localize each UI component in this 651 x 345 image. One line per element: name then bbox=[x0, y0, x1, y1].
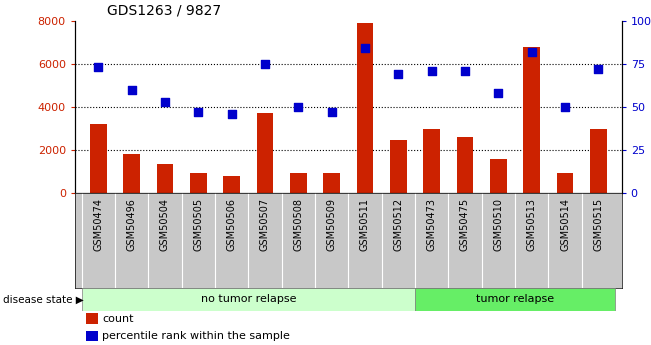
Text: GSM50514: GSM50514 bbox=[560, 198, 570, 251]
Bar bbox=[86, 331, 98, 342]
Bar bbox=[86, 313, 98, 324]
Text: GSM50504: GSM50504 bbox=[160, 198, 170, 251]
Bar bbox=[357, 23, 373, 193]
Bar bbox=[415, 288, 615, 310]
Text: count: count bbox=[102, 314, 133, 324]
Point bbox=[126, 87, 137, 92]
Text: GSM50512: GSM50512 bbox=[393, 198, 404, 251]
Point bbox=[193, 109, 204, 115]
Bar bbox=[190, 173, 206, 193]
Bar bbox=[523, 47, 540, 193]
Text: GDS1263 / 9827: GDS1263 / 9827 bbox=[107, 3, 221, 17]
Text: GSM50474: GSM50474 bbox=[93, 198, 104, 251]
Point bbox=[493, 90, 503, 96]
Bar bbox=[590, 128, 607, 193]
Bar bbox=[90, 124, 107, 193]
Text: no tumor relapse: no tumor relapse bbox=[201, 294, 296, 304]
Point bbox=[326, 109, 337, 115]
Bar bbox=[223, 176, 240, 193]
Point bbox=[260, 61, 270, 67]
Point bbox=[560, 104, 570, 110]
Point bbox=[426, 68, 437, 73]
Text: GSM50508: GSM50508 bbox=[293, 198, 303, 251]
Text: GSM50511: GSM50511 bbox=[360, 198, 370, 251]
Text: GSM50505: GSM50505 bbox=[193, 198, 203, 251]
Text: GSM50509: GSM50509 bbox=[327, 198, 337, 251]
Bar bbox=[490, 159, 506, 193]
Text: GSM50473: GSM50473 bbox=[426, 198, 437, 251]
Text: GSM50496: GSM50496 bbox=[126, 198, 137, 251]
Text: GSM50510: GSM50510 bbox=[493, 198, 503, 251]
Bar bbox=[456, 137, 473, 193]
Bar bbox=[390, 140, 407, 193]
Text: GSM50507: GSM50507 bbox=[260, 198, 270, 251]
Text: disease state ▶: disease state ▶ bbox=[3, 294, 84, 304]
Bar bbox=[557, 173, 574, 193]
Point bbox=[293, 104, 303, 110]
Point bbox=[393, 71, 404, 77]
Text: GSM50515: GSM50515 bbox=[593, 198, 603, 251]
Bar bbox=[81, 288, 415, 310]
Point bbox=[159, 99, 170, 105]
Bar bbox=[324, 173, 340, 193]
Point bbox=[227, 111, 237, 117]
Point bbox=[360, 46, 370, 51]
Point bbox=[593, 66, 603, 72]
Text: GSM50506: GSM50506 bbox=[227, 198, 236, 251]
Point bbox=[460, 68, 470, 73]
Bar bbox=[156, 164, 173, 193]
Text: percentile rank within the sample: percentile rank within the sample bbox=[102, 331, 290, 341]
Bar bbox=[123, 155, 140, 193]
Text: GSM50513: GSM50513 bbox=[527, 198, 536, 251]
Point bbox=[527, 49, 537, 55]
Text: GSM50475: GSM50475 bbox=[460, 198, 470, 251]
Bar bbox=[290, 173, 307, 193]
Point bbox=[93, 65, 104, 70]
Bar bbox=[256, 114, 273, 193]
Text: tumor relapse: tumor relapse bbox=[476, 294, 554, 304]
Bar bbox=[423, 128, 440, 193]
